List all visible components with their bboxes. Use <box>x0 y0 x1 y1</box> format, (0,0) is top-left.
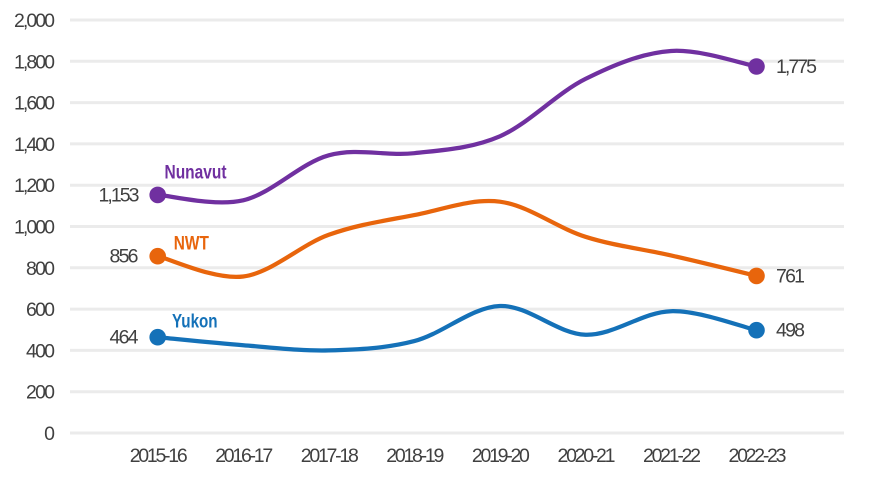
svg-text:800: 800 <box>26 258 55 280</box>
svg-text:600: 600 <box>26 299 55 321</box>
svg-text:NWT: NWT <box>174 232 209 254</box>
svg-text:2019-20: 2019-20 <box>472 445 530 467</box>
svg-text:1,200: 1,200 <box>14 175 55 197</box>
svg-text:761: 761 <box>776 265 805 287</box>
svg-text:498: 498 <box>776 320 805 342</box>
svg-text:1,775: 1,775 <box>776 56 817 78</box>
svg-text:1,153: 1,153 <box>99 184 140 206</box>
svg-text:856: 856 <box>110 246 139 268</box>
svg-text:1,000: 1,000 <box>14 217 55 239</box>
svg-text:Nunavut: Nunavut <box>165 161 227 183</box>
svg-text:2017-18: 2017-18 <box>301 445 359 467</box>
svg-text:2,000: 2,000 <box>14 10 55 32</box>
svg-text:1,400: 1,400 <box>14 134 55 156</box>
svg-text:2015-16: 2015-16 <box>130 445 188 467</box>
svg-text:2016-17: 2016-17 <box>215 445 273 467</box>
svg-text:200: 200 <box>26 382 55 404</box>
svg-text:400: 400 <box>26 340 55 362</box>
svg-text:2022-23: 2022-23 <box>729 445 787 467</box>
svg-text:1,600: 1,600 <box>14 93 55 115</box>
svg-text:2018-19: 2018-19 <box>386 445 444 467</box>
svg-text:Yukon: Yukon <box>172 310 218 332</box>
svg-text:1,800: 1,800 <box>14 51 55 73</box>
svg-text:2021-22: 2021-22 <box>643 445 701 467</box>
svg-text:464: 464 <box>110 327 139 349</box>
svg-text:2020-21: 2020-21 <box>558 445 616 467</box>
svg-text:0: 0 <box>44 423 55 445</box>
